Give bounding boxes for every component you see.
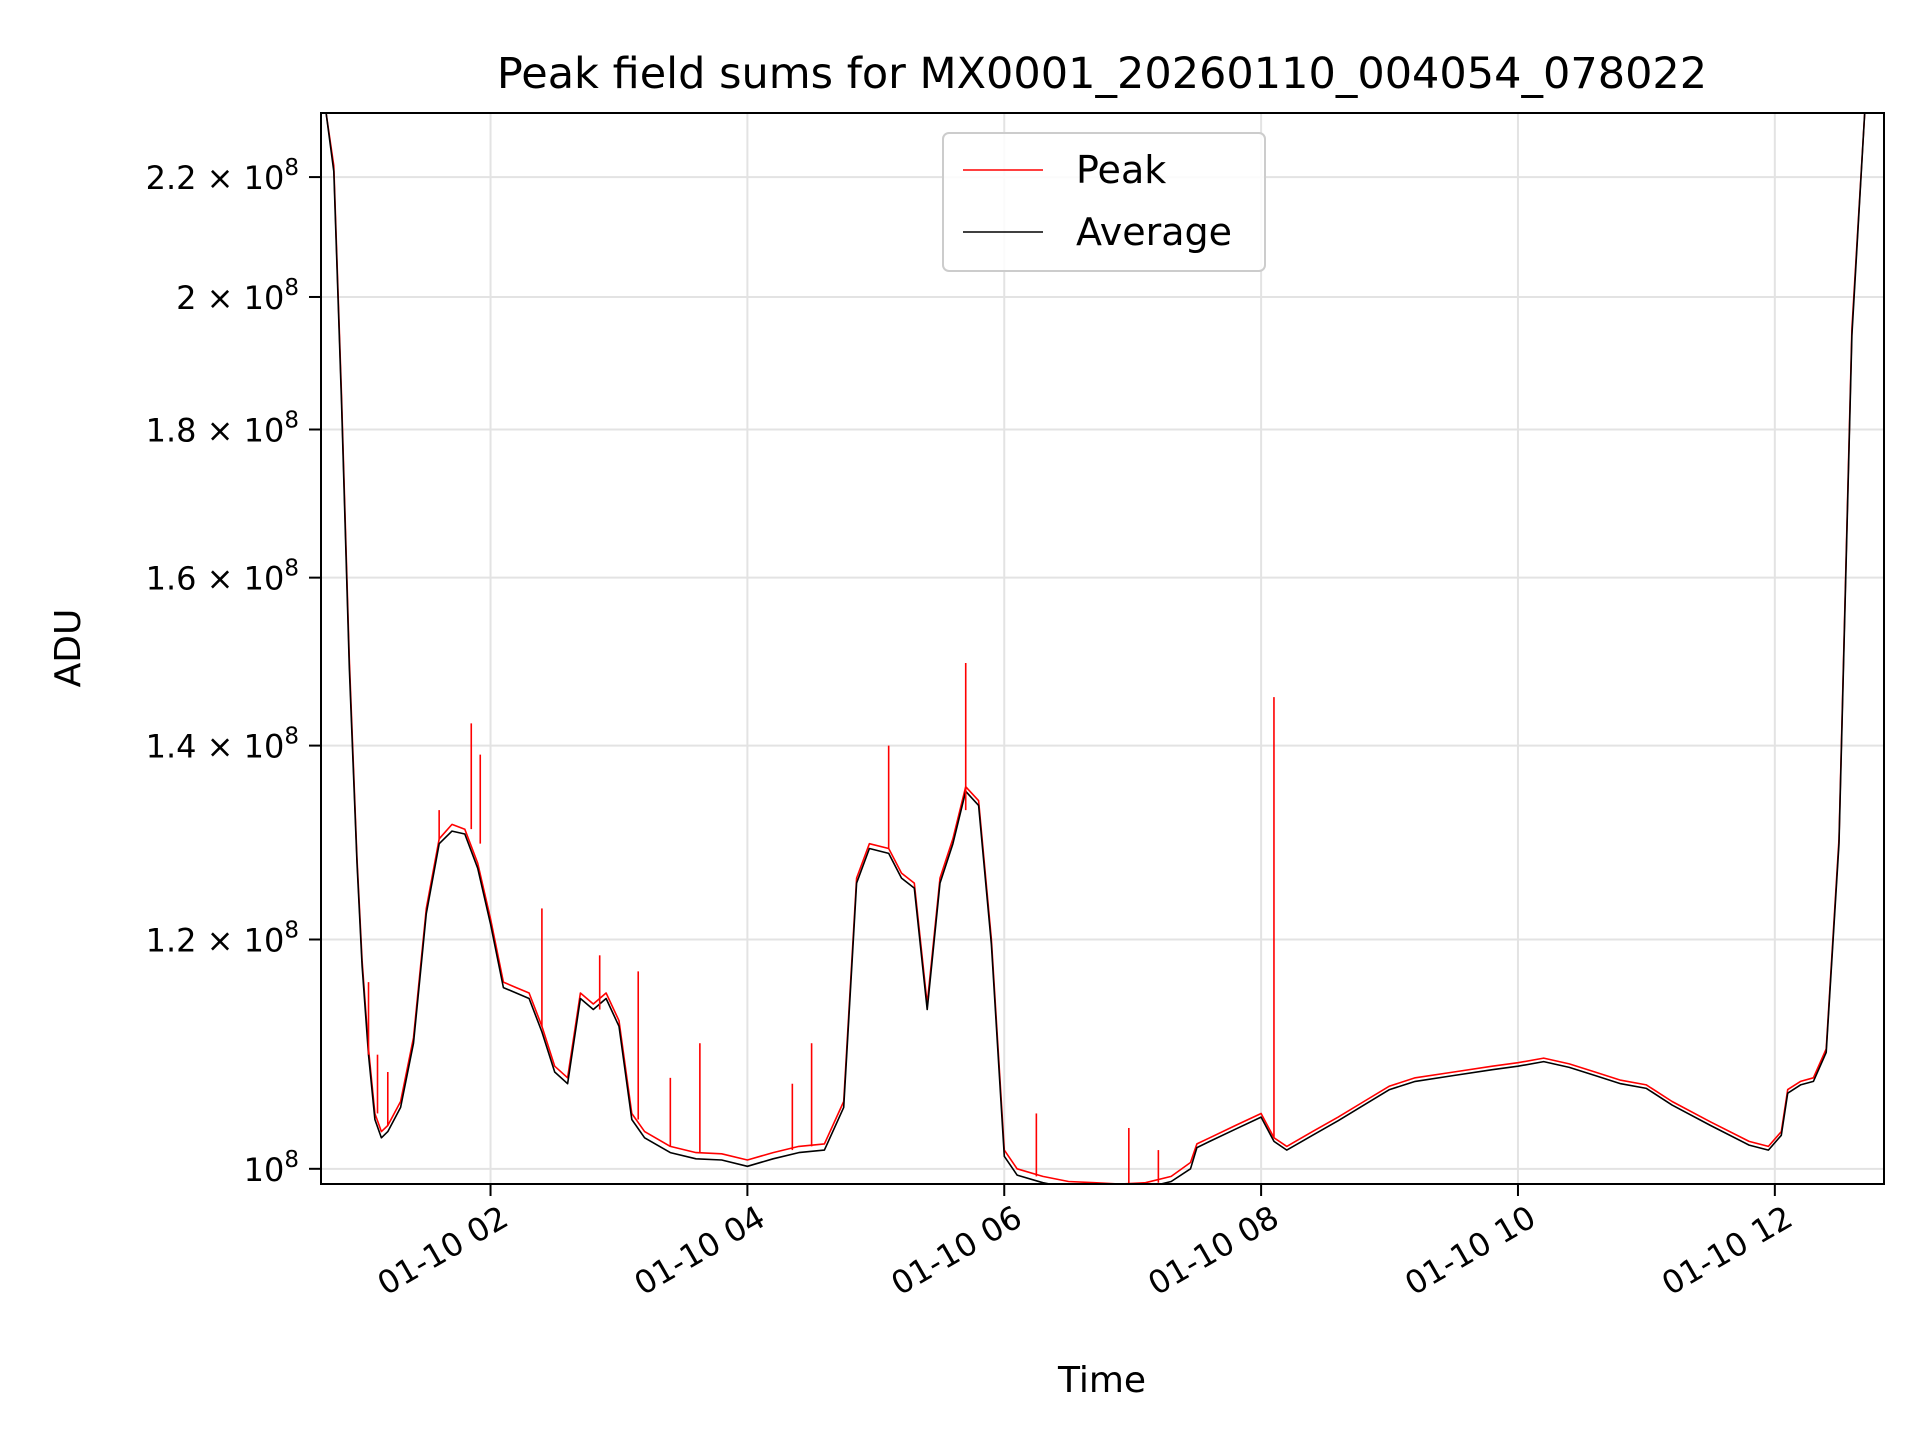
y-tick-label: 1.4 × 108 <box>146 724 299 766</box>
y-tick-label: 2.2 × 108 <box>146 155 299 197</box>
plot-frame <box>320 112 1885 1185</box>
y-axis-ticks: 108 1.2 × 108 1.4 × 108 1.6 × 108 1.8 × 108 2… <box>146 155 321 1189</box>
legend-peak-label: Peak <box>1076 148 1166 192</box>
y-tick-label: 1.8 × 108 <box>146 407 299 449</box>
series-peak-line <box>325 113 1878 1184</box>
legend: Peak Average <box>942 132 1266 272</box>
gridlines <box>321 113 1884 1184</box>
legend-box <box>942 132 1266 272</box>
series-layer <box>325 113 1878 1184</box>
y-tick-label: 2 × 108 <box>176 275 299 317</box>
series-average-line <box>325 113 1878 1184</box>
legend-average-label: Average <box>1076 210 1232 254</box>
y-tick-label: 1.2 × 108 <box>146 917 299 959</box>
y-tick-label: 108 <box>244 1147 299 1189</box>
y-tick-label: 1.6 × 108 <box>146 556 299 598</box>
x-axis-label: Time <box>1057 1360 1146 1401</box>
y-axis-label: ADU <box>48 609 89 688</box>
chart-title: Peak field sums for MX0001_20260110_0040… <box>497 49 1707 99</box>
